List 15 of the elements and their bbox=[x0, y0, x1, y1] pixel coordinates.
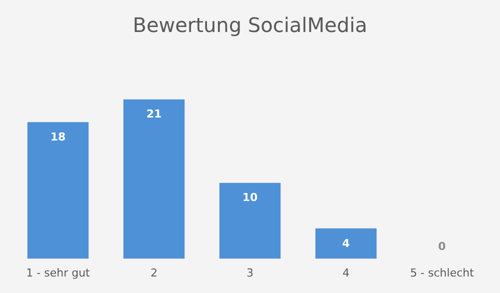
bar bbox=[123, 99, 185, 259]
x-tick-label: 2 bbox=[150, 266, 158, 280]
bar bbox=[315, 228, 377, 259]
x-tick-label: 5 - schlecht bbox=[410, 266, 475, 280]
data-label: 10 bbox=[242, 191, 258, 204]
bar bbox=[27, 122, 89, 259]
bar bbox=[219, 182, 281, 259]
data-label: 0 bbox=[438, 240, 446, 254]
x-tick-label: 4 bbox=[342, 266, 350, 280]
x-tick-label: 1 - sehr gut bbox=[26, 266, 91, 280]
chart-title: Bewertung SocialMedia bbox=[132, 13, 368, 38]
x-tick-label: 3 bbox=[246, 266, 254, 280]
data-label: 18 bbox=[50, 130, 66, 144]
data-label: 4 bbox=[342, 236, 350, 250]
data-label: 21 bbox=[146, 108, 162, 121]
